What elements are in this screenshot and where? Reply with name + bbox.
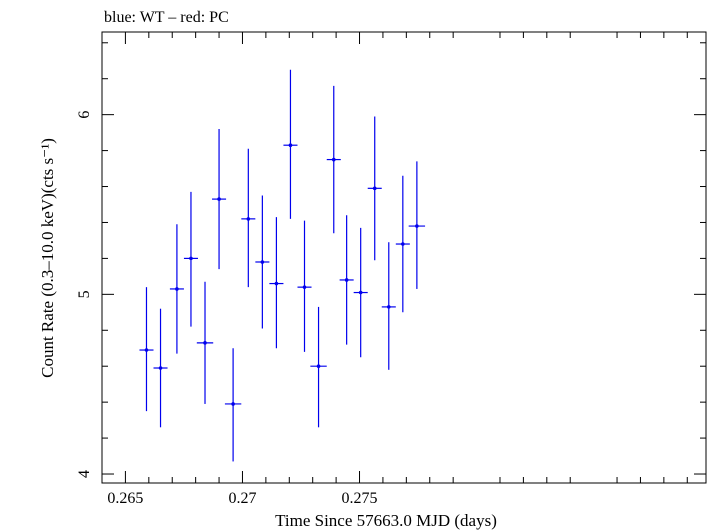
chart-title: blue: WT – red: PC: [104, 9, 229, 26]
data-point: [153, 308, 168, 428]
y-tick-label: 4: [76, 470, 93, 478]
data-point: [169, 224, 184, 354]
data-point: [255, 195, 270, 329]
data-point: [241, 148, 256, 288]
data-point: [269, 217, 284, 349]
data-point: [183, 191, 198, 327]
data-point: [408, 161, 426, 289]
point-marker: [217, 197, 221, 201]
point-marker: [358, 290, 363, 295]
data-point: [139, 287, 154, 412]
data-point: [224, 348, 242, 462]
data-point: [367, 116, 382, 261]
data-point: [310, 306, 327, 428]
x-tick-label: 0.275: [342, 490, 378, 507]
point-marker: [260, 260, 265, 264]
point-marker: [274, 281, 279, 286]
point-marker: [372, 186, 377, 191]
data-marks: [139, 69, 426, 462]
point-marker: [386, 305, 391, 309]
data-point: [283, 69, 298, 219]
point-marker: [331, 157, 336, 162]
y-axis-label: Count Rate (0.3–10.0 keV)(cts s⁻¹): [38, 138, 57, 378]
data-point: [381, 242, 396, 370]
point-marker: [302, 285, 307, 289]
y-tick-label: 5: [76, 290, 93, 298]
data-point: [326, 85, 341, 234]
y-tick-label: 6: [76, 111, 93, 119]
data-point: [395, 175, 410, 313]
x-tick-label: 0.265: [107, 490, 143, 507]
x-axis-label: Time Since 57663.0 MJD (days): [275, 511, 497, 530]
data-point: [339, 215, 354, 345]
point-marker: [189, 256, 193, 261]
axis-ticks: [101, 32, 706, 483]
data-point: [353, 227, 368, 358]
plot-frame: [101, 31, 707, 484]
point-marker: [158, 366, 163, 370]
point-marker: [144, 348, 149, 352]
point-marker: [203, 341, 207, 345]
tick-labels: 0.265 0.27 0.275 4 5 6: [76, 111, 378, 507]
point-marker: [316, 364, 321, 369]
point-marker: [344, 278, 349, 282]
point-marker: [246, 217, 251, 221]
point-marker: [415, 224, 419, 228]
point-marker: [175, 287, 179, 291]
data-point: [297, 220, 312, 352]
point-marker: [288, 143, 293, 147]
x-tick-label: 0.27: [228, 490, 256, 507]
point-marker: [231, 402, 235, 406]
point-marker: [401, 242, 405, 246]
data-point: [196, 281, 214, 404]
data-point: [212, 129, 227, 270]
